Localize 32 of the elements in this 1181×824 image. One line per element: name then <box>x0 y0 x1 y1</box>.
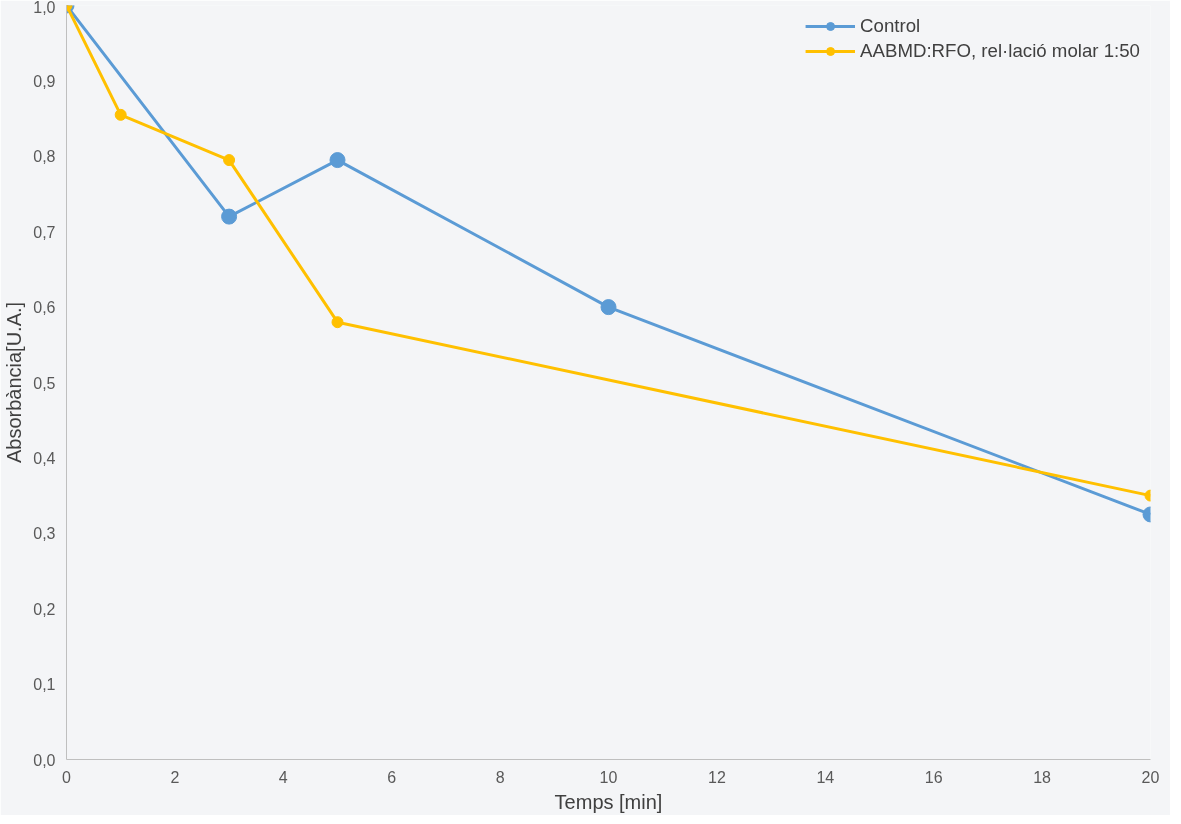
x-tick-label: 0 <box>62 768 72 786</box>
x-tick-label: 12 <box>708 768 726 786</box>
y-tick-label: 0,4 <box>33 449 56 467</box>
x-tick-label: 10 <box>599 768 618 786</box>
y-tick-label: 1,0 <box>33 0 56 16</box>
x-tick-label: 4 <box>278 768 288 786</box>
y-tick-label: 0,8 <box>33 148 56 166</box>
x-tick-label: 20 <box>1141 768 1160 786</box>
point <box>331 316 344 329</box>
x-tick-label: 16 <box>924 768 943 786</box>
legend-label: AABMD:RFO, rel·lació molar 1:50 <box>860 40 1140 62</box>
x-tick-label: 8 <box>495 768 505 786</box>
x-tick-label: 6 <box>387 768 397 786</box>
legend-label: Control <box>860 15 921 37</box>
point <box>600 299 617 316</box>
y-tick-label: 0,2 <box>33 600 56 618</box>
y-tick-label: 0,1 <box>33 676 56 694</box>
y-tick-label: 0,5 <box>33 374 56 392</box>
y-tick-label: 0,0 <box>33 751 56 769</box>
point <box>223 154 236 167</box>
y-tick-label: 0,3 <box>33 525 56 543</box>
x-axis-title: Temps [min] <box>554 790 663 813</box>
point <box>221 208 238 225</box>
x-tick-label: 14 <box>816 768 835 786</box>
point <box>329 152 346 169</box>
y-tick-label: 0,6 <box>33 299 56 317</box>
y-tick-label: 0,7 <box>33 223 56 241</box>
x-tick-label: 2 <box>170 768 180 786</box>
y-tick-label: 0,9 <box>33 72 56 90</box>
point <box>114 108 127 121</box>
x-tick-label: 18 <box>1033 768 1052 786</box>
y-axis-title: Absorbància[U.A.] <box>3 301 26 464</box>
